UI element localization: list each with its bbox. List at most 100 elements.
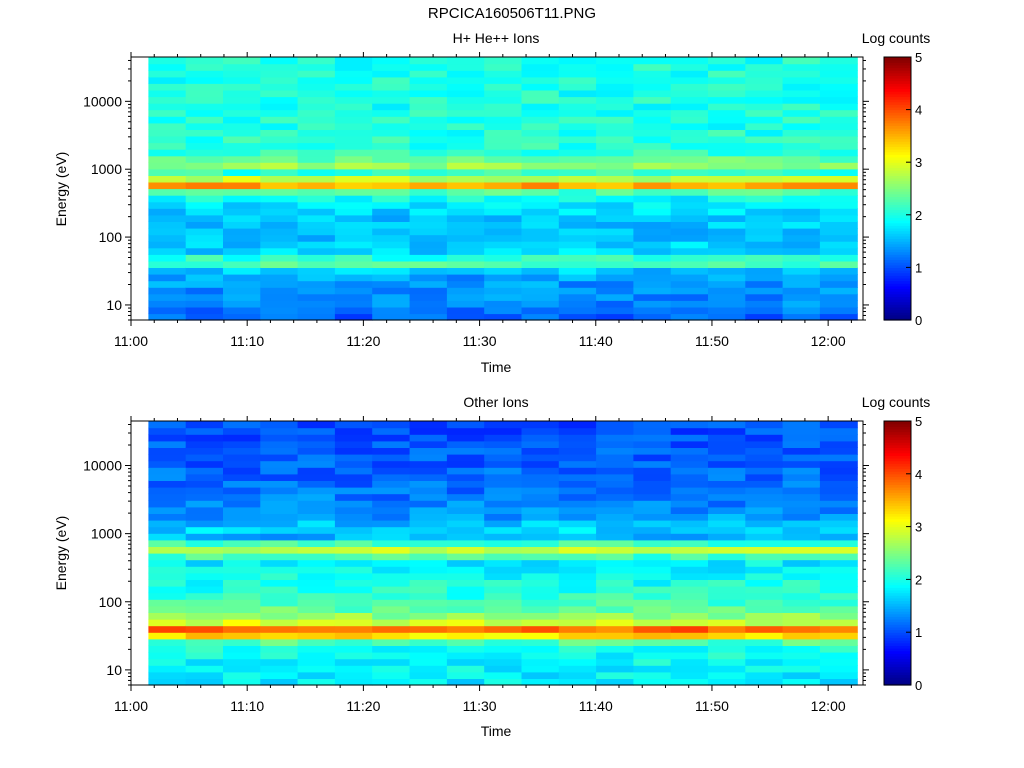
spectrogram-cell bbox=[670, 76, 709, 84]
spectrogram-cell bbox=[334, 129, 373, 137]
spectrogram-cell bbox=[782, 96, 821, 104]
spectrogram-cell bbox=[558, 500, 597, 508]
spectrogram-cell bbox=[260, 129, 299, 137]
spectrogram-cell bbox=[409, 427, 448, 435]
spectrogram-cell bbox=[819, 447, 858, 455]
spectrogram-cell bbox=[484, 493, 523, 501]
spectrogram-cell bbox=[334, 539, 373, 547]
spectrogram-cell bbox=[670, 559, 709, 567]
spectrogram-cell bbox=[334, 546, 373, 554]
spectrogram-cell bbox=[409, 559, 448, 567]
spectrogram-cell bbox=[596, 221, 634, 229]
spectrogram-cell bbox=[819, 586, 858, 594]
spectrogram-cell bbox=[596, 306, 634, 315]
spectrogram-cell bbox=[372, 592, 411, 600]
spectrogram-cell bbox=[148, 254, 187, 262]
spectrogram-cell bbox=[297, 605, 336, 613]
spectrogram-cell bbox=[484, 142, 523, 150]
spectrogram-cell bbox=[148, 280, 187, 288]
spectrogram-cell bbox=[148, 274, 187, 282]
spectrogram-cell bbox=[521, 274, 560, 282]
spectrogram-cell bbox=[334, 572, 373, 580]
spectrogram-cell bbox=[633, 440, 672, 448]
spectrogram-cell bbox=[745, 658, 784, 666]
spectrogram-cell bbox=[185, 70, 224, 78]
spectrogram-cell bbox=[409, 103, 448, 111]
spectrogram-cell bbox=[596, 168, 634, 176]
spectrogram-cell bbox=[782, 129, 821, 137]
spectrogram-cell bbox=[409, 539, 448, 547]
spectrogram-cell bbox=[148, 293, 187, 301]
spectrogram-cell bbox=[782, 658, 821, 666]
colorbar-segment bbox=[884, 439, 911, 443]
spectrogram-cell bbox=[782, 70, 821, 78]
spectrogram-cell bbox=[670, 188, 709, 196]
colorbar-segment bbox=[884, 138, 911, 142]
spectrogram-cell bbox=[782, 520, 821, 528]
spectrogram-cell bbox=[223, 142, 261, 150]
spectrogram-cell bbox=[372, 559, 411, 567]
colorbar-segment bbox=[884, 479, 911, 483]
spectrogram-cell bbox=[297, 638, 336, 646]
spectrogram-cell bbox=[334, 274, 373, 282]
spectrogram-cell bbox=[297, 658, 336, 666]
spectrogram-cell bbox=[409, 421, 448, 429]
spectrogram-cell bbox=[745, 89, 784, 98]
spectrogram-cell bbox=[185, 592, 224, 600]
spectrogram-cell bbox=[819, 467, 858, 475]
spectrogram-cell bbox=[596, 70, 634, 78]
spectrogram-cell bbox=[670, 63, 709, 71]
spectrogram-cell bbox=[745, 454, 784, 462]
spectrogram-cell bbox=[185, 175, 224, 183]
spectrogram-cell bbox=[185, 487, 224, 495]
spectrogram-cell bbox=[745, 493, 784, 501]
spectrogram-cell bbox=[745, 632, 784, 640]
spectrogram-cell bbox=[297, 454, 336, 462]
spectrogram-cell bbox=[708, 579, 746, 587]
spectrogram-cell bbox=[446, 280, 485, 288]
spectrogram-cell bbox=[409, 89, 448, 98]
spectrogram-cell bbox=[334, 605, 373, 613]
spectrogram-cell bbox=[484, 427, 523, 435]
colorbar-segment bbox=[884, 301, 911, 305]
spectrogram-cell bbox=[260, 553, 299, 561]
spectrogram-cell bbox=[148, 267, 187, 275]
y-tick-label: 10000 bbox=[83, 458, 122, 474]
spectrogram-cell bbox=[185, 155, 224, 163]
spectrogram-cell bbox=[596, 454, 634, 462]
spectrogram-cell bbox=[334, 175, 373, 183]
spectrogram-cell bbox=[409, 665, 448, 673]
spectrogram-cell bbox=[409, 579, 448, 587]
spectrogram-cell bbox=[185, 421, 224, 429]
spectrogram-cell bbox=[260, 619, 299, 627]
colorbar-segment bbox=[884, 185, 911, 190]
spectrogram-cell bbox=[708, 287, 746, 295]
colorbar-segment bbox=[884, 235, 911, 240]
spectrogram-cell bbox=[297, 652, 336, 660]
spectrogram-cell bbox=[223, 214, 261, 222]
spectrogram-cell bbox=[596, 201, 634, 209]
spectrogram-cell bbox=[223, 539, 261, 547]
spectrogram-cell bbox=[484, 287, 523, 295]
spectrogram-cell bbox=[633, 493, 672, 501]
spectrogram-cell bbox=[484, 566, 523, 574]
spectrogram-cell bbox=[521, 678, 560, 686]
colorbar-segment bbox=[884, 605, 911, 610]
spectrogram-cell bbox=[372, 546, 411, 554]
spectrogram-cell bbox=[521, 506, 560, 514]
spectrogram-cell bbox=[782, 506, 821, 514]
spectrogram-cell bbox=[446, 109, 485, 117]
colorbar-segment bbox=[884, 539, 911, 544]
spectrogram-cell bbox=[260, 228, 299, 236]
colorbar-segment bbox=[884, 156, 911, 161]
spectrogram-cell bbox=[633, 228, 672, 236]
spectrogram-cell bbox=[223, 493, 261, 501]
spectrogram-cell bbox=[334, 155, 373, 163]
spectrogram-cell bbox=[484, 513, 523, 521]
spectrogram-cell bbox=[409, 619, 448, 627]
colorbar-segment bbox=[884, 597, 911, 602]
spectrogram-cell bbox=[521, 181, 560, 190]
spectrogram-cell bbox=[409, 671, 448, 679]
spectrogram-cell bbox=[819, 645, 858, 653]
spectrogram-cell bbox=[372, 109, 411, 117]
